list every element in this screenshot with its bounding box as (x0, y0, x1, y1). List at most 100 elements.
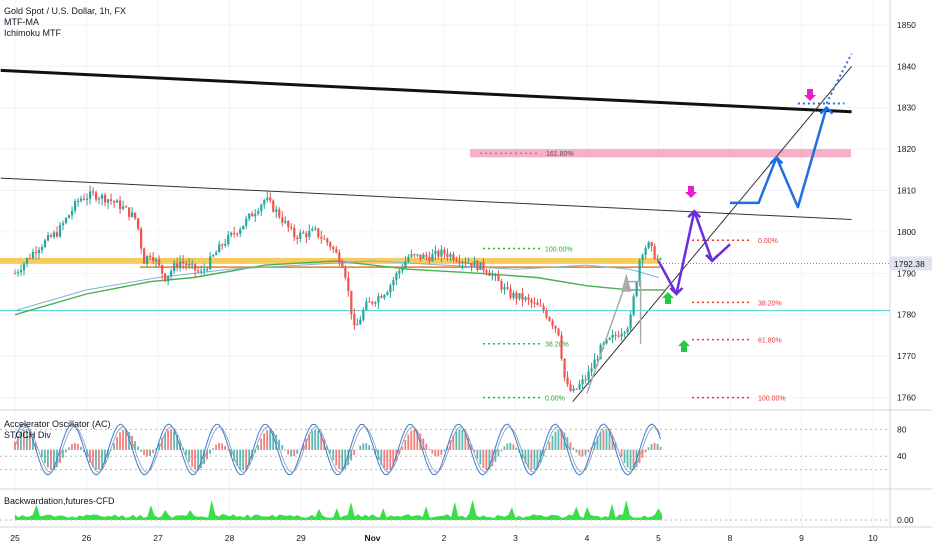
candle-body (521, 293, 524, 300)
osc-bar (389, 449, 392, 470)
candle (209, 251, 212, 270)
candle (218, 240, 221, 253)
candle-body (368, 301, 371, 303)
symbol-title[interactable]: Gold Spot / U.S. Dollar, 1h, FX (4, 6, 127, 16)
osc-bar (614, 442, 617, 450)
candle-body (91, 191, 95, 193)
candle-body (455, 259, 458, 262)
candle-body (106, 199, 110, 203)
osc-bar (335, 449, 338, 466)
candle-body (266, 197, 269, 201)
osc-bar (626, 449, 629, 468)
osc-bar (482, 449, 485, 469)
osc-bar (224, 445, 227, 450)
osc-bar (593, 441, 596, 450)
candle (100, 193, 104, 206)
osc-bar (353, 449, 356, 456)
backwardation-title[interactable]: Backwardation,futures-CFD (4, 496, 115, 506)
candle-body (185, 263, 188, 266)
candle (16, 269, 20, 277)
osc-bar (338, 449, 341, 469)
candle-body (572, 388, 575, 391)
candle (76, 197, 80, 207)
candle-body (281, 217, 284, 223)
candle-body (287, 220, 290, 228)
indicator-mtf-ma[interactable]: MTF-MA (4, 17, 39, 27)
osc-tick-label: 40 (897, 451, 907, 461)
stoch-div-title[interactable]: STOCH Div (4, 430, 51, 440)
candle-body (551, 320, 554, 326)
candle (248, 213, 251, 222)
candle-body (43, 240, 47, 248)
candle-body (109, 199, 113, 202)
osc-bar (185, 449, 187, 456)
fib-right-label: 0.00% (758, 238, 778, 245)
osc-bar (485, 449, 488, 470)
candle (347, 271, 350, 297)
osc-bar (170, 429, 172, 450)
candle (323, 234, 326, 240)
candle (506, 281, 509, 291)
osc-bar (452, 435, 455, 450)
oscillator-histogram (14, 429, 662, 470)
osc-bar (332, 449, 335, 461)
candle-body (569, 384, 572, 391)
candle (374, 301, 377, 307)
candle (119, 195, 122, 214)
time-tick-label: 29 (296, 533, 306, 543)
candle (395, 271, 398, 286)
osc-bar (404, 440, 407, 450)
candle-body (209, 256, 212, 269)
candle-body (79, 198, 83, 201)
candle (290, 223, 293, 231)
candle (37, 247, 41, 260)
osc-bar (515, 447, 518, 450)
candle-body (467, 263, 470, 265)
candle-body (485, 270, 488, 273)
candle (389, 283, 392, 298)
osc-bar (203, 449, 205, 465)
price-tick-label: 1800 (897, 227, 916, 237)
oscillator-title[interactable]: Accelerator Oscillator (AC) (4, 419, 111, 429)
osc-bar (584, 449, 587, 456)
candle-body (389, 285, 392, 293)
candle-body (188, 263, 191, 266)
candle-body (611, 334, 614, 338)
candle-body (446, 253, 449, 257)
osc-bar (38, 449, 40, 451)
candle-body (182, 261, 185, 264)
osc-bar (311, 430, 314, 450)
osc-bar (191, 449, 193, 467)
candle-body (545, 310, 548, 318)
candle-body (404, 261, 407, 269)
osc-bar (650, 444, 653, 450)
candle-body (653, 246, 656, 259)
osc-bar (548, 441, 551, 450)
candle (464, 257, 467, 268)
candle (461, 260, 464, 270)
candle (476, 259, 479, 272)
candle-body (440, 249, 443, 257)
magenta-down-arrow (804, 89, 816, 101)
candle-body (55, 232, 59, 237)
osc-bar (83, 449, 85, 452)
candle-body (332, 247, 335, 250)
osc-bar (317, 430, 320, 450)
blue-chevron (819, 105, 834, 115)
indicator-ichimoku[interactable]: Ichimoku MTF (4, 28, 62, 38)
candle-body (449, 254, 452, 257)
osc-bar (215, 444, 218, 450)
candle (398, 269, 401, 279)
candle-body (620, 333, 623, 337)
candle-body (64, 217, 68, 224)
osc-bar (233, 449, 236, 462)
osc-bar (443, 449, 446, 452)
candle (116, 198, 119, 203)
osc-bar (116, 437, 118, 450)
osc-bar (161, 437, 163, 450)
osc-bar (143, 449, 145, 456)
osc-bar (257, 445, 260, 450)
candle (278, 207, 281, 220)
